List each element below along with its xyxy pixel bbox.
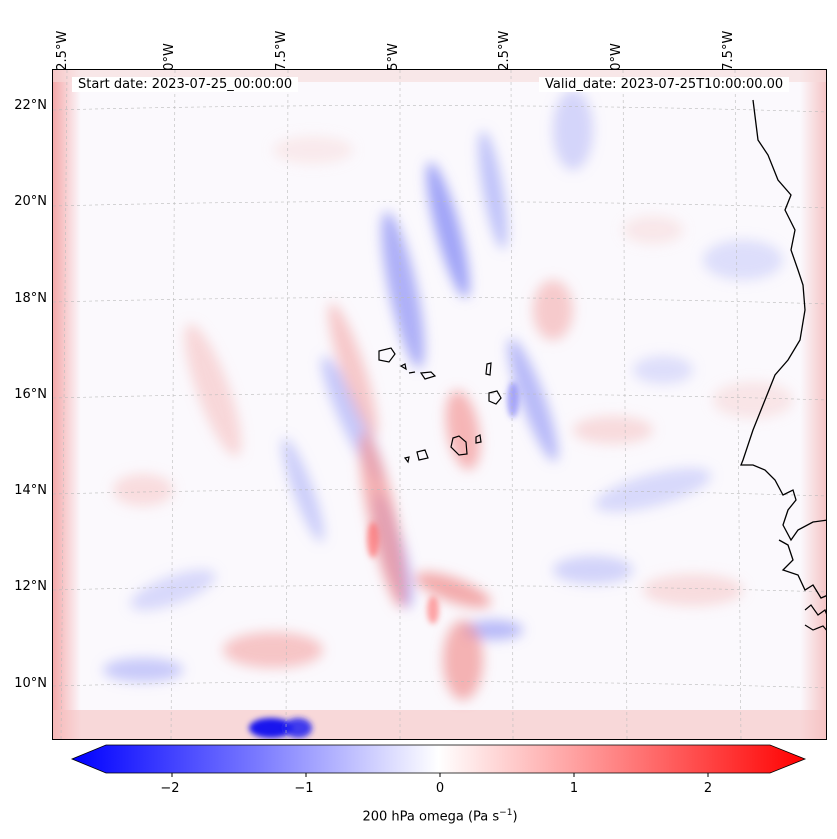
colorbar-title-main: 200 hPa omega (Pa s: [362, 809, 500, 825]
colorbar-tick-neg1: −1: [294, 781, 314, 796]
omega-field: [53, 70, 826, 739]
valid-date-annotation: Valid_date: 2023-07-25T10:00:00.00: [539, 77, 790, 92]
start-date-annotation: Start date: 2023-07-25_00:00:00: [72, 77, 299, 92]
colorbar-gradient: [70, 744, 807, 774]
colorbar-tick-2: 2: [703, 781, 713, 796]
colorbar-tick-neg2: −2: [160, 781, 180, 796]
west-boundary-band: [53, 70, 81, 739]
colorbar-title-close: ): [512, 809, 518, 825]
gridlines: [53, 70, 826, 739]
lat-label-22n: 22°N: [14, 98, 47, 113]
omega-anomalies: [103, 90, 793, 700]
cape-verde-islands: [378, 347, 502, 464]
lat-label-14n: 14°N: [14, 483, 47, 498]
lat-label-12n: 12°N: [14, 579, 47, 594]
lat-label-18n: 18°N: [14, 291, 47, 306]
lat-label-20n: 20°N: [14, 194, 47, 209]
colorbar-tick-1: 1: [569, 781, 579, 796]
colorbar-title: 200 hPa omega (Pa s−1): [0, 808, 837, 824]
coastline-africa: [740, 99, 826, 542]
colorbar-ticks: [171, 773, 709, 777]
south-boundary-band: [53, 710, 826, 739]
colorbar: [70, 744, 807, 777]
lat-label-16n: 16°N: [14, 387, 47, 402]
map-area: [52, 69, 827, 740]
colorbar-title-unit-exponent: −1: [499, 808, 513, 818]
colorbar-tick-0: 0: [435, 781, 445, 796]
east-boundary-band: [800, 70, 826, 739]
lat-label-10n: 10°N: [14, 676, 47, 691]
